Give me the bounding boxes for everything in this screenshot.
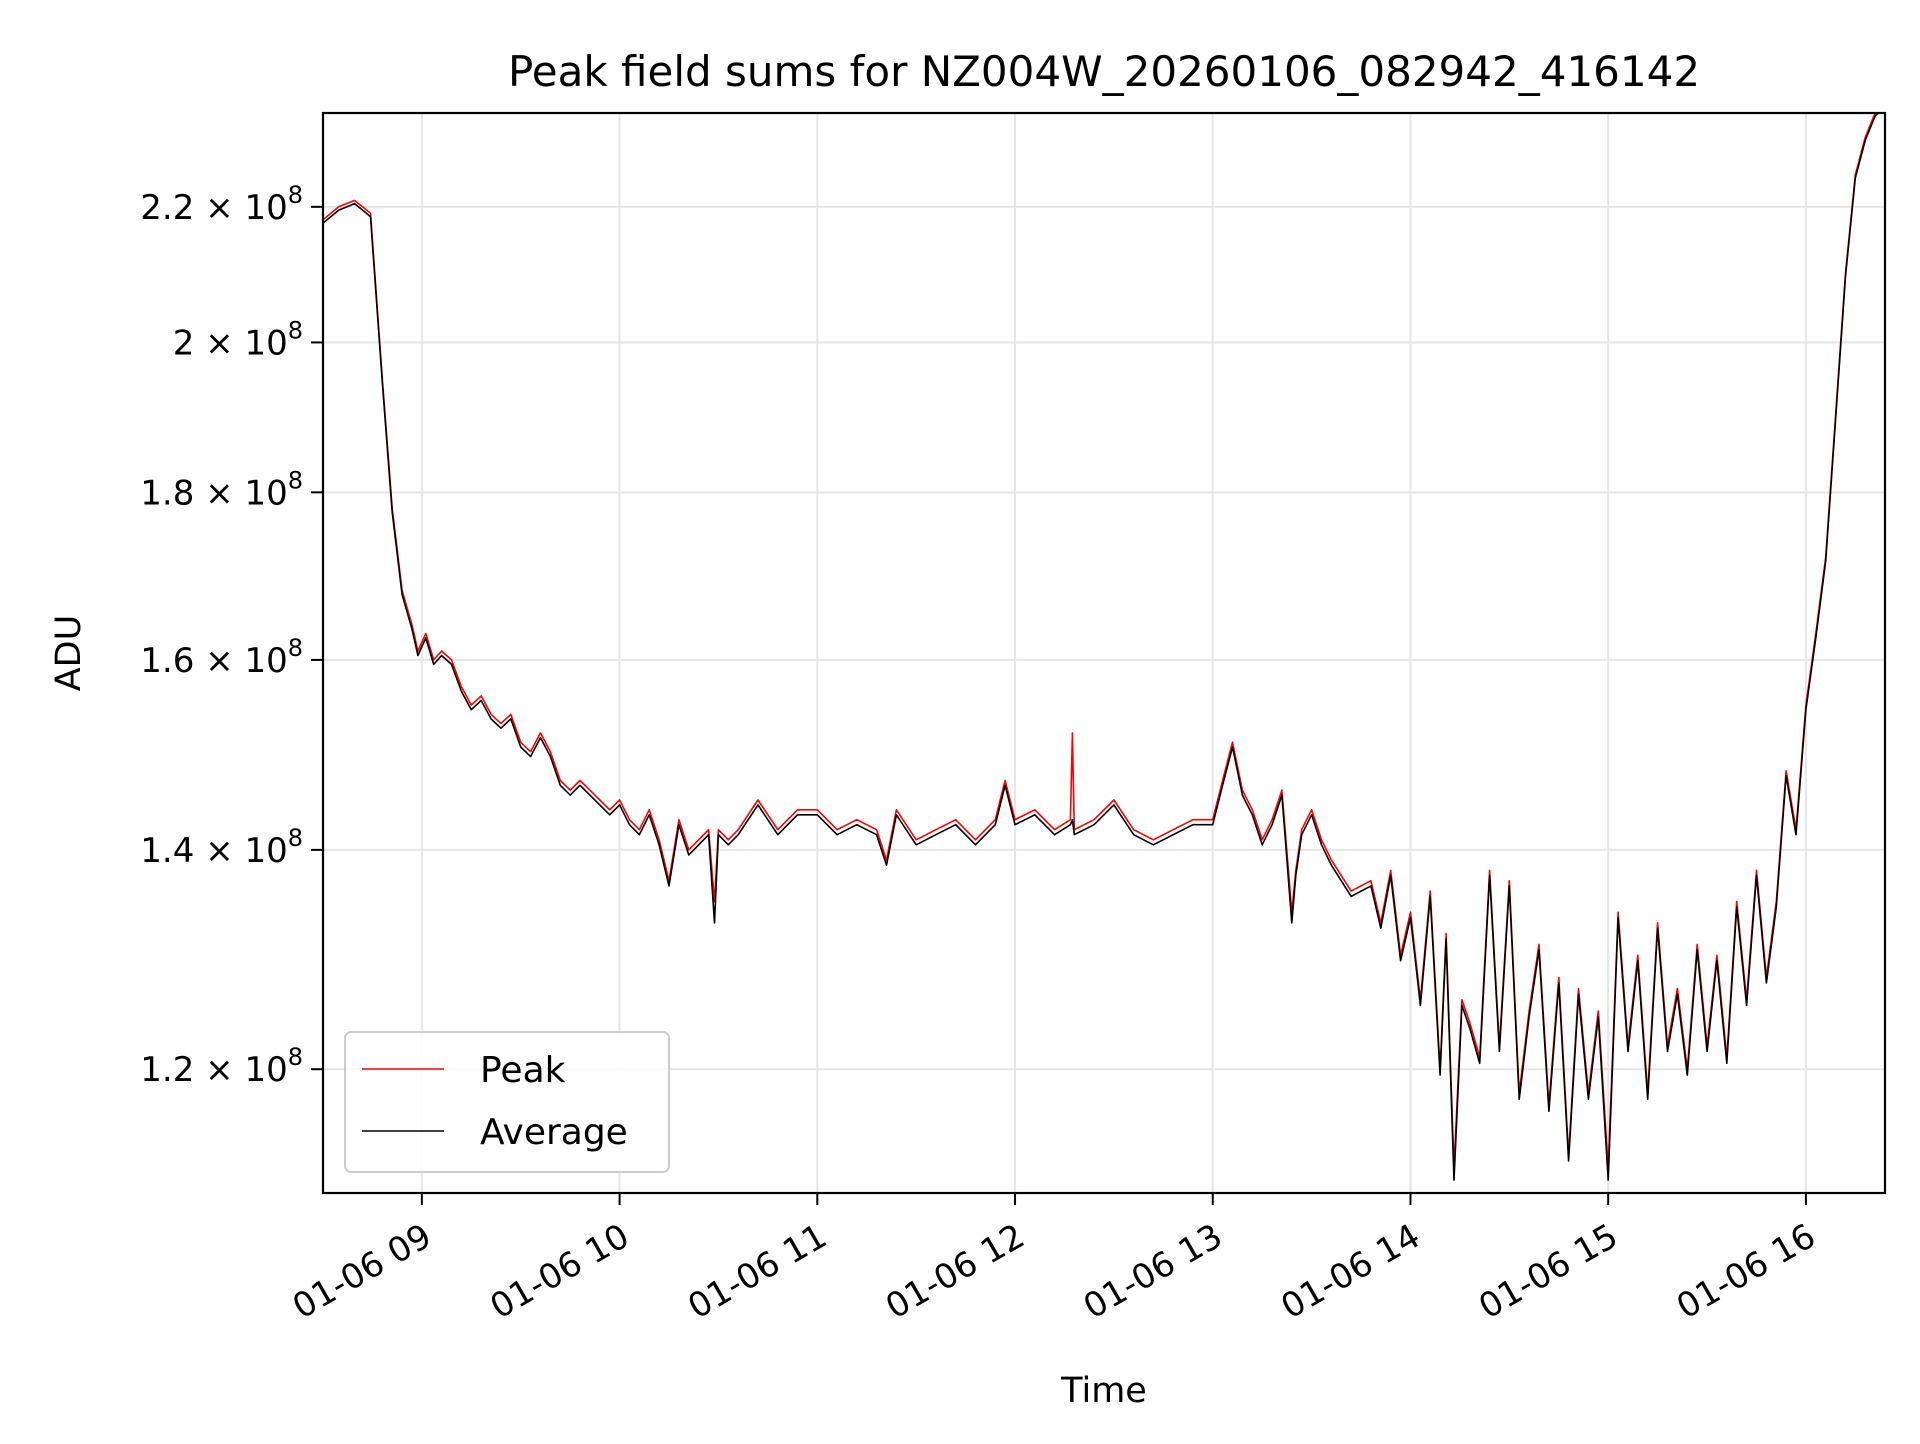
y-tick-label: 1.6 × 108 bbox=[140, 634, 303, 681]
legend: Peak Average bbox=[344, 1031, 670, 1173]
y-tick-label: 2.2 × 108 bbox=[140, 181, 303, 228]
series-layer bbox=[323, 113, 1880, 1181]
grid-layer bbox=[323, 113, 1885, 1193]
chart-title: Peak field sums for NZ004W_20260106_0829… bbox=[508, 47, 1700, 96]
y-tick-label: 1.8 × 108 bbox=[140, 466, 303, 513]
legend-box bbox=[344, 1031, 670, 1173]
y-tick-label: 2 × 108 bbox=[173, 316, 303, 363]
x-axis-title: Time bbox=[1060, 1371, 1147, 1411]
legend-label-average: Average bbox=[480, 1112, 628, 1153]
y-tick-label: 1.2 × 108 bbox=[140, 1043, 303, 1090]
series-line-peak bbox=[323, 113, 1877, 1169]
y-tick-label: 1.4 × 108 bbox=[140, 824, 303, 871]
plot-frame bbox=[321, 111, 1887, 1195]
legend-label-peak: Peak bbox=[480, 1050, 566, 1091]
series-line-average bbox=[323, 113, 1880, 1181]
y-axis-ticks: 1.2 × 108 1.4 × 108 1.6 × 108 1.8 × 108 2 × … bbox=[140, 181, 323, 1090]
y-axis-title: ADU bbox=[49, 615, 89, 692]
